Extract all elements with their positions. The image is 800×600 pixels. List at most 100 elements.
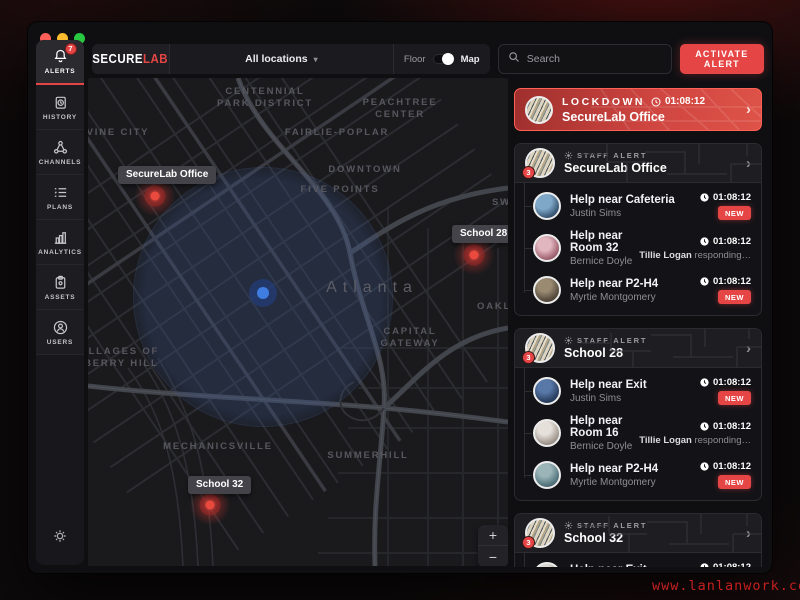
location-selector[interactable]: All locations ▾ [170, 44, 394, 74]
floor-map-toggle[interactable] [432, 53, 454, 65]
alert-reporter: Myrtie Montgomery [570, 291, 656, 303]
clock-icon [651, 96, 661, 107]
location-avatar [525, 95, 553, 124]
zoom-out-button[interactable]: − [488, 548, 498, 565]
floorplan-texture [581, 329, 761, 367]
alert-reporter: Bernice Doyle [570, 440, 633, 452]
alert-item[interactable]: Help near P2-H4 Myrtie Montgomery 01:08:… [515, 269, 761, 311]
new-badge: NEW [718, 391, 751, 405]
map-texture [591, 89, 761, 130]
location-selector-value: All locations [245, 53, 308, 65]
new-badge: NEW [718, 290, 751, 304]
clock-icon [700, 193, 709, 202]
avatar [533, 276, 561, 304]
map-tooltip-school-32[interactable]: School 32 [188, 476, 252, 494]
map-tooltip-securelab-office[interactable]: SecureLab Office [118, 166, 217, 184]
alert-reporter: Justin Sims [570, 207, 622, 219]
alert-item[interactable]: Help near Room 16 Bernice Doyle 01:08:12… [515, 412, 761, 454]
alert-items-list: Help near Cafeteria Justin Sims 01:08:12… [515, 183, 761, 315]
map-label-downtown: DOWNTOWN [328, 164, 402, 175]
sidebar-item-users[interactable]: USERS [36, 310, 84, 355]
timestamp: 01:08:12 [712, 420, 751, 432]
responder-text: Tillie Logan responding… [639, 249, 751, 261]
map-label-fairlie-poplar: FAIRLIE-POPLAR [284, 127, 390, 138]
map-label-sw: SW [492, 197, 508, 208]
sidebar-item-history[interactable]: HISTORY [36, 85, 84, 130]
search-input[interactable] [526, 53, 662, 65]
timestamp: 01:08:12 [712, 192, 751, 203]
alert-reporter: Justin Sims [570, 392, 622, 404]
map-label-oakland: OAKLAND [477, 301, 508, 312]
topbar: SECURELAB All locations ▾ Floor Map ACTI… [92, 44, 764, 74]
alert-group-school-28: 3 STAFF ALERT School 28 › [514, 328, 762, 501]
sidebar-item-assets[interactable]: ASSETS [36, 265, 84, 310]
sidebar-item-plans[interactable]: PLANS [36, 175, 84, 220]
clock-icon [700, 277, 709, 286]
clock-icon [700, 462, 709, 471]
sidebar-item-alerts[interactable]: 7 ALERTS [36, 40, 84, 85]
sidebar-item-channels[interactable]: CHANNELS [36, 130, 84, 175]
map-zoom-control: + − [478, 525, 508, 566]
map-label-vine-city: VINE CITY [88, 127, 150, 138]
watermark: www.lanlanwork.com [652, 578, 800, 594]
clock-icon [700, 236, 709, 246]
alert-items-list: Help near Exit Justin Sims 01:08:12 NEW … [515, 368, 761, 500]
staff-alert-icon [564, 521, 573, 530]
channels-icon [52, 139, 69, 156]
alert-group-school-32: 3 STAFF ALERT School 32 › [514, 513, 762, 567]
alert-item[interactable]: Help near Exit Justin Sims 01:08:12 NEW [515, 555, 761, 567]
sidebar-item-label: ALERTS [44, 68, 76, 75]
map-label-summerhill: SUMMERHILL [327, 450, 409, 461]
staff-alert-icon [564, 336, 573, 345]
alert-group-header[interactable]: 3 STAFF ALERT SecureLab Office › [515, 144, 761, 183]
staff-alert-icon [564, 151, 573, 160]
assets-icon [52, 274, 69, 291]
activate-alert-button[interactable]: ACTIVATE ALERT [679, 44, 764, 74]
alert-group-securelab-office: 3 STAFF ALERT SecureLab Office › [514, 143, 762, 316]
chevron-right-icon: › [746, 101, 751, 118]
logo-lab: LAB [143, 52, 169, 66]
responder-text: Tillie Logan responding… [639, 434, 751, 446]
alert-group-header[interactable]: 3 STAFF ALERT School 32 › [515, 514, 761, 553]
settings-button[interactable] [36, 521, 84, 555]
sidebar-item-label: ANALYTICS [38, 248, 82, 256]
app-logo: SECURELAB [92, 44, 170, 74]
map-roads [88, 78, 508, 566]
timestamp: 01:08:12 [712, 276, 751, 287]
alert-title: Help near P2-H4 [570, 277, 659, 290]
sidebar-item-analytics[interactable]: ANALYTICS [36, 220, 84, 265]
chevron-right-icon: › [746, 154, 751, 172]
avatar [533, 192, 561, 220]
alert-item[interactable]: Help near Room 32 Bernice Doyle 01:08:12… [515, 227, 761, 269]
view-toggle: Floor Map [394, 44, 490, 74]
group-count-badge: 3 [522, 351, 535, 364]
lockdown-alert-card[interactable]: LOCKDOWN 01:08:12 SecureLab Office › [514, 88, 762, 131]
map-toggle-label[interactable]: Map [460, 53, 480, 65]
zoom-in-button[interactable]: + [478, 525, 508, 546]
floorplan-texture [581, 514, 761, 552]
alert-item[interactable]: Help near Cafeteria Justin Sims 01:08:12… [515, 185, 761, 227]
alert-title: Help near Exit [570, 378, 647, 391]
maximize-button[interactable] [74, 33, 85, 44]
alert-item[interactable]: Help near P2-H4 Myrtie Montgomery 01:08:… [515, 454, 761, 496]
map-view[interactable]: CENTENNIAL PARK DISTRICT PEACHTREE CENTER … [88, 78, 508, 566]
floor-toggle-label[interactable]: Floor [403, 53, 426, 65]
minimize-button[interactable] [57, 33, 68, 44]
floorplan-texture [581, 144, 761, 182]
map-tooltip-school-28[interactable]: School 28 [452, 225, 508, 243]
map-label-capital-gateway: CAPITAL GATEWAY [380, 326, 440, 349]
avatar [533, 419, 561, 447]
alert-reporter: Myrtie Montgomery [570, 476, 656, 488]
timestamp: 01:08:12 [712, 235, 751, 247]
chevron-down-icon: ▾ [313, 54, 318, 64]
alerts-panel: LOCKDOWN 01:08:12 SecureLab Office › [512, 78, 764, 567]
group-location: School 32 [564, 531, 624, 545]
plans-icon [52, 184, 69, 201]
close-button[interactable] [40, 33, 51, 44]
alert-item[interactable]: Help near Exit Justin Sims 01:08:12 NEW [515, 370, 761, 412]
sidebar: 7 ALERTS HISTORY CHANNELS [36, 40, 84, 565]
location-avatar: 3 [522, 333, 555, 364]
new-badge: NEW [718, 475, 751, 489]
search-box [497, 44, 672, 74]
alert-group-header[interactable]: 3 STAFF ALERT School 28 › [515, 329, 761, 368]
